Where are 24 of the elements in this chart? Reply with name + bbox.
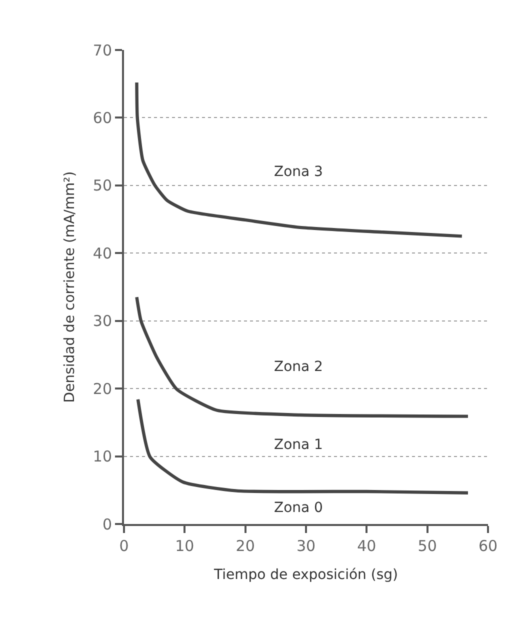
y-tick-label: 0 bbox=[102, 515, 112, 534]
x-axis-title: Tiempo de exposición (sg) bbox=[213, 566, 398, 583]
x-tick-label: 0 bbox=[119, 537, 129, 555]
annotation: Zona 3 bbox=[274, 164, 323, 180]
annotation: Zona 2 bbox=[274, 359, 323, 375]
line-series bbox=[136, 398, 470, 494]
line-series bbox=[135, 80, 464, 238]
y-tick-label: 40 bbox=[92, 244, 112, 262]
x-tick-label: 30 bbox=[296, 537, 316, 555]
annotation: Zona 1 bbox=[274, 437, 323, 453]
x-tick-label: 40 bbox=[357, 537, 376, 555]
y-tick-label: 50 bbox=[92, 176, 112, 195]
x-tick-label: 50 bbox=[418, 537, 437, 555]
x-tick-label: 10 bbox=[175, 537, 194, 555]
x-tick-label: 20 bbox=[236, 537, 255, 555]
line-series bbox=[135, 296, 470, 418]
y-tick-label: 70 bbox=[92, 41, 112, 60]
y-tick-label: 20 bbox=[92, 380, 112, 398]
y-tick-label: 10 bbox=[92, 448, 112, 466]
y-axis-title: Densidad de corriente (mA/mm²) bbox=[62, 171, 78, 403]
x-tick-label: 60 bbox=[478, 537, 498, 555]
annotation: Zona 0 bbox=[274, 500, 323, 516]
y-tick-label: 30 bbox=[92, 312, 112, 330]
y-tick-label: 60 bbox=[92, 108, 112, 127]
